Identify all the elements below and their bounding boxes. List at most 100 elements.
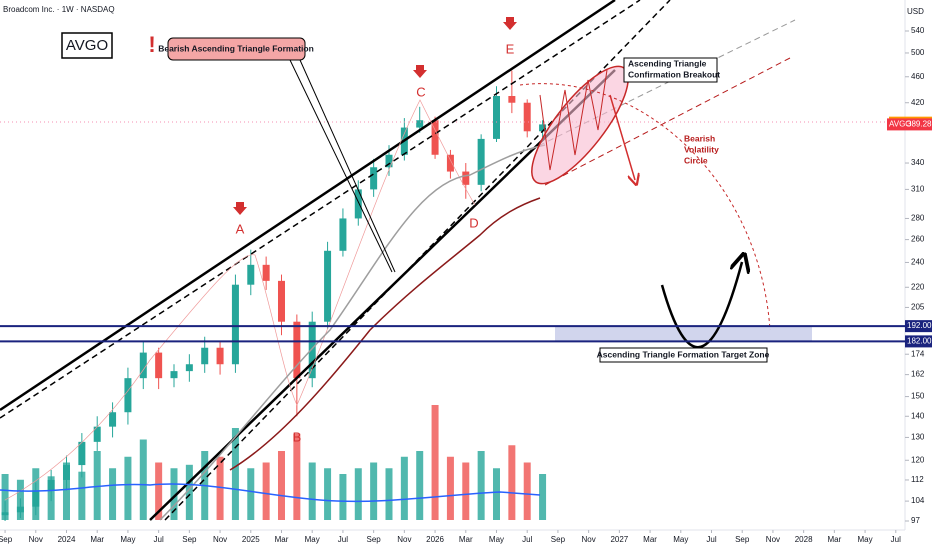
volume-bar <box>262 462 270 520</box>
volume-bar <box>400 456 408 520</box>
callout-pointer <box>299 59 396 273</box>
x-tick-label: Jul <box>706 535 716 544</box>
volume-bar <box>370 462 378 520</box>
x-tick-label: 2027 <box>610 535 628 544</box>
x-tick-label: May <box>489 535 504 544</box>
label-text: Volatility <box>684 144 719 154</box>
candle-body <box>231 284 239 365</box>
candle-body <box>93 426 101 442</box>
x-tick-label: Sep <box>182 535 197 544</box>
x-tick-label: Nov <box>397 535 411 544</box>
volume-bar <box>1 474 9 520</box>
y-tick-label: 420 <box>911 98 925 107</box>
volume-bar <box>539 474 547 520</box>
x-tick-label: Mar <box>459 535 473 544</box>
volume-bar <box>308 462 316 520</box>
volume-bar <box>416 451 424 520</box>
point-label: B <box>293 429 302 444</box>
moving-average <box>159 144 546 521</box>
candle-body <box>1 512 9 516</box>
y-tick-label: 112 <box>911 475 924 484</box>
candle-body <box>508 96 516 103</box>
label-text: Confirmation Breakout <box>628 69 720 79</box>
volume-bar <box>216 456 224 520</box>
y-tick-label: 240 <box>911 258 925 267</box>
zigzag <box>4 99 476 501</box>
y-tick-label: 280 <box>911 214 925 223</box>
candle-body <box>431 120 439 155</box>
y-tick-label: 174 <box>911 349 925 358</box>
ticker: AVGO <box>66 37 108 54</box>
x-tick-label: Sep <box>735 535 750 544</box>
volume-bar <box>293 433 301 520</box>
x-tick-label: May <box>305 535 320 544</box>
x-tick-label: Sep <box>0 535 13 544</box>
upper-trendline-dashed <box>0 0 641 419</box>
volume-bar <box>78 471 86 520</box>
x-tick-label: May <box>858 535 873 544</box>
candle-body <box>446 154 454 172</box>
candle-body <box>293 321 301 379</box>
volume-bar <box>477 451 485 520</box>
label-box <box>599 347 768 363</box>
volume-bar <box>277 451 285 520</box>
down-arrow <box>609 94 635 180</box>
candle-body <box>262 264 270 281</box>
y-tick-label: 140 <box>911 411 925 420</box>
candle-body <box>539 124 547 132</box>
x-tick-label: Jul <box>338 535 348 544</box>
currency: USD <box>907 7 924 16</box>
price-tag-name: AVGO <box>889 120 912 129</box>
candle-body <box>523 102 531 132</box>
label-text: Circle <box>684 155 708 165</box>
channel-line <box>529 19 796 151</box>
x-tick-label: Nov <box>582 535 596 544</box>
callout-text: Bearish Ascending Triangle Formation <box>158 43 314 53</box>
candle-body <box>354 189 362 219</box>
volume-bar <box>339 474 347 520</box>
candle-body <box>339 218 347 251</box>
marker-arrow <box>503 17 517 30</box>
candle-body <box>416 120 424 128</box>
volume-bar <box>431 405 439 520</box>
candle-body <box>216 347 224 365</box>
x-tick-label: Nov <box>213 535 227 544</box>
y-tick-label: 260 <box>911 235 925 244</box>
price-tag-value: 389.28 <box>907 120 932 129</box>
candle-body <box>277 280 285 322</box>
drawings: Bearish Ascending Triangle Formation ! A… <box>0 0 905 521</box>
y-tick-label: 500 <box>911 48 925 57</box>
candle-body <box>477 138 485 185</box>
x-tick-label: May <box>673 535 688 544</box>
marker-arrow <box>413 65 427 78</box>
candle-body <box>170 371 178 379</box>
volume-bar <box>523 462 531 520</box>
candle-body <box>308 321 316 379</box>
y-tick-label: 104 <box>911 496 925 505</box>
candle-body <box>62 465 70 480</box>
moving-average <box>229 197 541 471</box>
volume-bar <box>185 464 193 520</box>
y-tick-label: 220 <box>911 282 925 291</box>
volume-bar <box>170 468 178 520</box>
x-tick-label: 2024 <box>58 535 76 544</box>
hatch <box>539 69 608 171</box>
candle-body <box>139 352 147 379</box>
callout-box <box>167 37 306 61</box>
y-tick-label: 162 <box>911 370 925 379</box>
y-tick-label: 540 <box>911 26 925 35</box>
y-tick-label: 460 <box>911 72 925 81</box>
volume-bar <box>124 456 132 520</box>
point-label: E <box>506 41 515 56</box>
y-tick-label: 340 <box>911 158 925 167</box>
marker-arrow <box>233 202 247 215</box>
volume-bar <box>508 445 516 520</box>
volume-bar <box>155 462 163 520</box>
price-tag <box>905 335 932 348</box>
y-tick-label: 130 <box>911 433 925 442</box>
point-label: C <box>416 84 425 99</box>
volume-bar <box>109 468 117 520</box>
x-tick-label: Mar <box>827 535 841 544</box>
volume-bar <box>492 468 500 520</box>
candle-body <box>324 250 332 322</box>
